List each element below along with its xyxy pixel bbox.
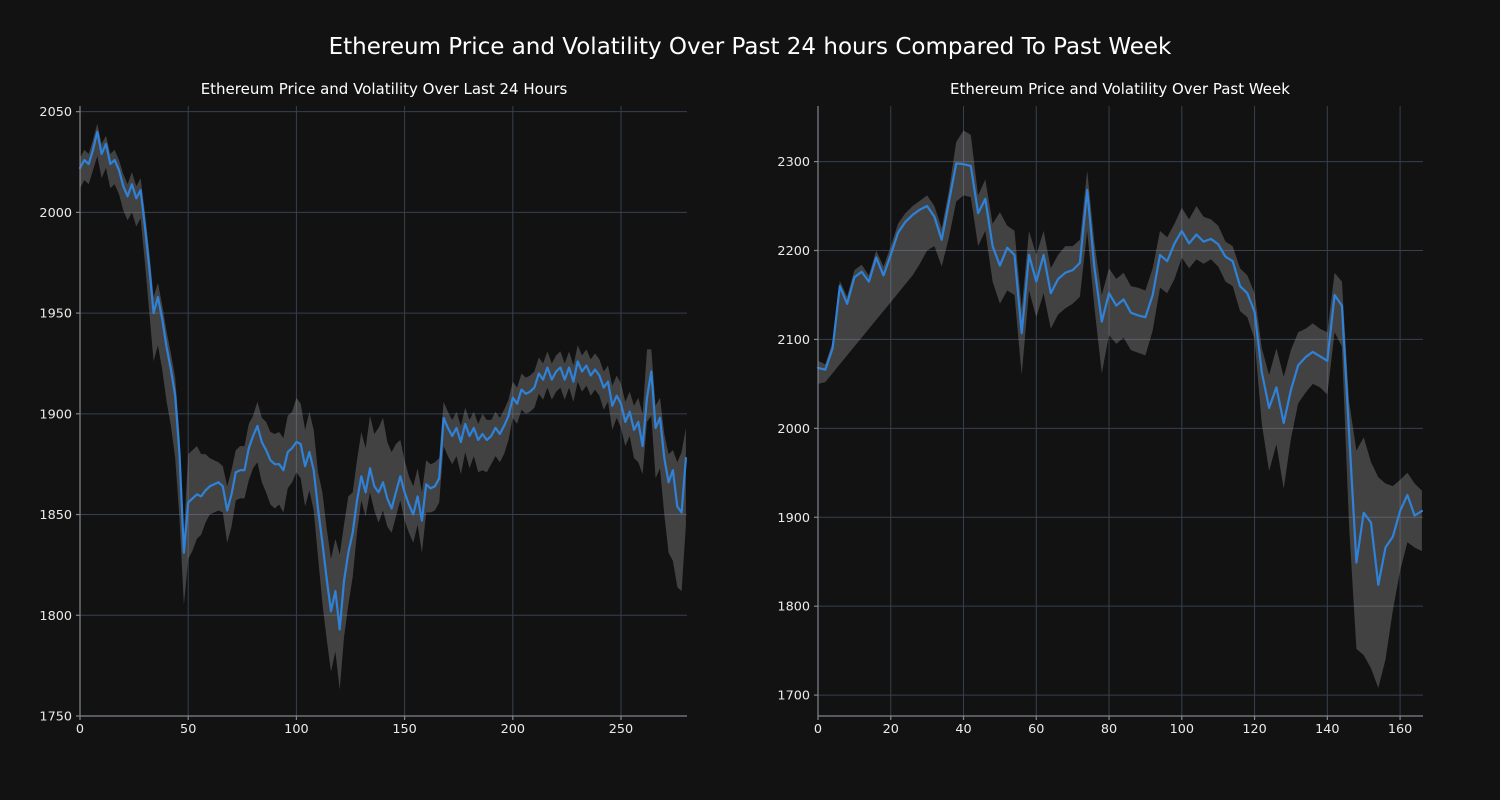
volatility-band — [818, 130, 1422, 688]
left-chart-title: Ethereum Price and Volatility Over Last … — [200, 80, 568, 98]
y-tick-label: 1800 — [777, 600, 810, 615]
x-tick-label: 80 — [1101, 722, 1117, 737]
x-tick-label: 50 — [180, 722, 196, 737]
y-tick-label: 2300 — [777, 155, 810, 170]
y-tick-label: 1750 — [39, 710, 72, 725]
x-tick-label: 100 — [284, 722, 308, 737]
main-title: Ethereum Price and Volatility Over Past … — [328, 34, 1172, 60]
y-tick-label: 1850 — [39, 508, 72, 523]
price-line — [78, 130, 687, 631]
x-tick-label: 120 — [1242, 722, 1266, 737]
y-tick-label: 1950 — [39, 307, 72, 322]
price-line — [816, 162, 1423, 586]
chart-last24h: 0 50 100 150 200 250 1750 1800 1850 1900 1950 2000 2… — [39, 105, 687, 737]
y-tick-label: 2100 — [777, 333, 810, 348]
y-tick-label: 1700 — [777, 689, 810, 704]
x-tick-label: 160 — [1388, 722, 1412, 737]
chart-pastweek: 0 20 40 60 80 100 120 140 160 1700 1800 1900 2000 210… — [777, 106, 1423, 737]
x-tick-label: 200 — [501, 722, 525, 737]
volatility-band — [80, 123, 686, 690]
y-tick-label: 2000 — [39, 206, 72, 221]
x-tick-label: 0 — [814, 722, 822, 737]
y-tick-label: 2000 — [777, 422, 810, 437]
x-tick-label: 100 — [1170, 722, 1194, 737]
x-tick-label: 20 — [883, 722, 899, 737]
y-tick-label: 1900 — [39, 407, 72, 422]
x-tick-label: 40 — [955, 722, 971, 737]
x-tick-label: 60 — [1028, 722, 1044, 737]
x-tick-label: 250 — [609, 722, 633, 737]
y-tick-label: 1900 — [777, 511, 810, 526]
x-tick-label: 0 — [76, 722, 84, 737]
right-chart-title: Ethereum Price and Volatility Over Past … — [950, 80, 1290, 98]
x-tick-label: 150 — [392, 722, 416, 737]
x-tick-label: 140 — [1315, 722, 1339, 737]
y-tick-label: 1800 — [39, 609, 72, 624]
y-tick-label: 2200 — [777, 244, 810, 259]
y-tick-label: 2050 — [39, 105, 72, 120]
